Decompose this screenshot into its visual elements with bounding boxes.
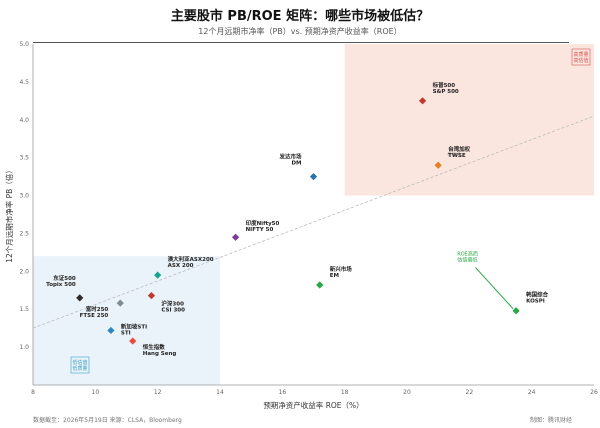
point-label-cn: 标普500 bbox=[432, 81, 456, 89]
marker-kospi bbox=[512, 307, 520, 315]
point-label-cn: 澳大利亚ASX200 bbox=[168, 255, 214, 263]
point-label-en: NIFTY 50 bbox=[246, 227, 274, 233]
low-valuation-zone-label: 低估值 bbox=[72, 359, 87, 366]
point-label-en: Hang Seng bbox=[143, 351, 177, 357]
low-valuation-zone-label: 低质量 bbox=[72, 365, 87, 372]
x-tick-label: 18 bbox=[341, 389, 349, 396]
x-tick-label: 14 bbox=[216, 389, 224, 396]
point-label-cn: 东证500 bbox=[53, 274, 76, 282]
marker-twse bbox=[434, 161, 442, 169]
y-tick-label: 1.5 bbox=[19, 306, 29, 313]
fair-line-label: 公允 bbox=[449, 145, 458, 152]
point-label-cn: 新兴市场 bbox=[330, 265, 353, 273]
x-tick-label: 24 bbox=[528, 389, 536, 396]
marker-hang-seng bbox=[129, 337, 137, 345]
credit-note: 制图：腾讯财经 bbox=[529, 417, 572, 424]
y-tick-label: 4.0 bbox=[19, 117, 29, 124]
point-label-cn: 发达市场 bbox=[278, 153, 302, 161]
y-tick-label: 2.0 bbox=[19, 268, 29, 275]
point-label-en: STI bbox=[121, 330, 131, 336]
page-title: 主要股市 PB/ROE 矩阵：哪些市场被低估？ bbox=[170, 9, 430, 24]
point-label-cn: 沪深300 bbox=[161, 300, 184, 308]
high-valuation-zone-label-box bbox=[571, 48, 591, 66]
point-label-en: ASX 200 bbox=[168, 263, 194, 269]
high-valuation-zone-label: 高估值 bbox=[573, 57, 588, 64]
point-label-cn: 韩国综合 bbox=[526, 291, 549, 299]
point-label-en: KOSPI bbox=[526, 299, 545, 305]
x-axis-title: 预期净资产收益率 ROE（%） bbox=[263, 400, 363, 410]
marker-topix-500 bbox=[76, 294, 84, 302]
point-label-en: DM bbox=[291, 161, 301, 167]
marker-em bbox=[316, 281, 324, 289]
low-valuation-zone-label-box bbox=[70, 356, 90, 374]
point-label-en: EM bbox=[330, 273, 339, 279]
x-tick-label: 22 bbox=[466, 389, 474, 396]
high-valuation-zone bbox=[344, 44, 594, 196]
x-tick-label: 12 bbox=[154, 389, 162, 396]
marker-asx-200 bbox=[154, 271, 162, 279]
y-tick-label: 1.0 bbox=[19, 344, 29, 351]
point-label-en: TWSE bbox=[448, 153, 466, 159]
point-label-en: CSI 300 bbox=[161, 308, 185, 314]
fair-line-label: 参考线 bbox=[447, 151, 461, 158]
low-valuation-zone bbox=[33, 256, 220, 385]
fair-value-line bbox=[32, 115, 595, 329]
point-label-en: FTSE 250 bbox=[80, 313, 109, 319]
y-tick-label: 5.0 bbox=[19, 41, 29, 48]
point-label-cn: 新加坡STI bbox=[121, 322, 147, 330]
x-tick-label: 26 bbox=[590, 389, 598, 396]
point-label-cn: 印度Nifty50 bbox=[246, 219, 280, 227]
source-note: 数据截至：2026年5月19日 来源：CLSA，Bloomberg bbox=[33, 417, 182, 424]
y-tick-label: 3.0 bbox=[19, 193, 29, 200]
marker-ftse-250 bbox=[116, 299, 124, 307]
y-tick-label: 4.5 bbox=[19, 79, 29, 86]
annotation-label: 估值偏低 bbox=[458, 257, 478, 264]
point-label-en: Topix 500 bbox=[46, 282, 76, 288]
point-label-cn: 台湾加权 bbox=[448, 145, 471, 153]
point-label-en: S&P 500 bbox=[433, 89, 459, 95]
x-tick-label: 10 bbox=[92, 389, 100, 396]
x-tick-label: 16 bbox=[279, 389, 287, 396]
marker-csi-300 bbox=[147, 291, 156, 300]
title-divider bbox=[33, 42, 569, 43]
page-subtitle: 12个月远期市净率（PB）vs. 预期净资产收益率（ROE） bbox=[198, 27, 402, 36]
y-tick-label: 2.5 bbox=[19, 230, 29, 237]
y-tick-label: 3.5 bbox=[19, 155, 29, 162]
annotation-label: ROE高而 bbox=[457, 251, 478, 258]
high-valuation-zone-label: 高质量 bbox=[573, 51, 588, 58]
marker-dm bbox=[309, 173, 318, 181]
y-axis-title: 12个月远期市净率 PB（倍） bbox=[4, 166, 14, 263]
x-tick-label: 20 bbox=[403, 389, 411, 396]
x-tick-label: 8 bbox=[31, 389, 35, 396]
marker-nifty-50 bbox=[231, 233, 240, 241]
marker-s-p-500 bbox=[418, 97, 427, 105]
point-label-cn: 恒生指数 bbox=[143, 343, 166, 351]
marker-sti bbox=[107, 326, 115, 335]
annotation-arrow bbox=[475, 267, 514, 310]
point-label-cn: 富时250 bbox=[86, 305, 109, 313]
